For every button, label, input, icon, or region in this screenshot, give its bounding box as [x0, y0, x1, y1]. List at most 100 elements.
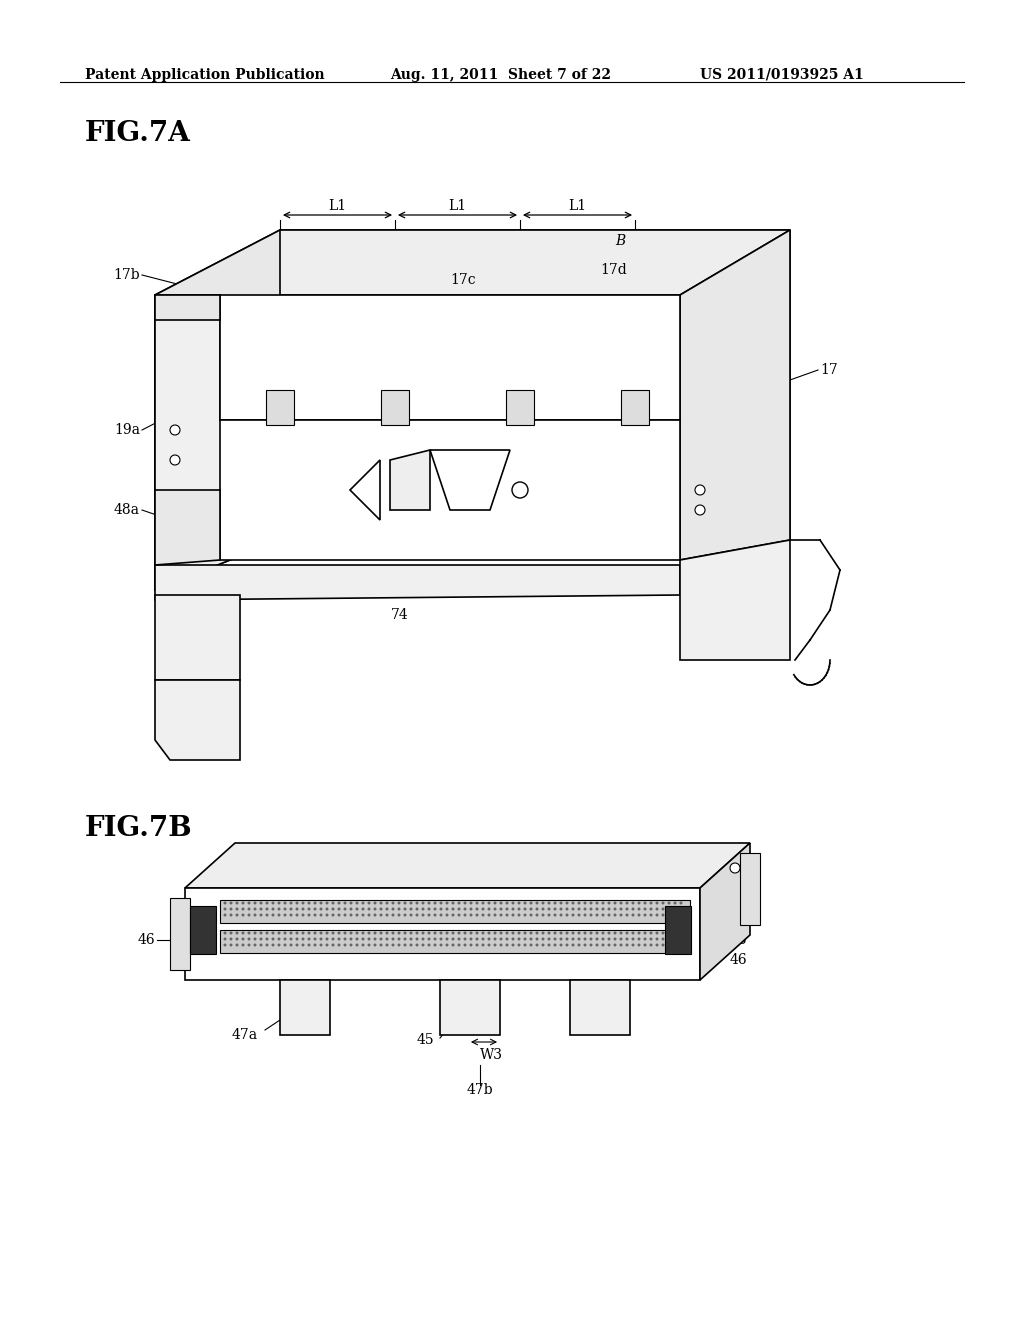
Circle shape	[674, 908, 677, 911]
Circle shape	[506, 937, 509, 940]
Circle shape	[668, 937, 671, 940]
Circle shape	[380, 944, 383, 946]
Polygon shape	[570, 979, 630, 1035]
Circle shape	[578, 932, 581, 935]
Circle shape	[248, 937, 251, 940]
Circle shape	[416, 937, 419, 940]
Text: 17: 17	[820, 363, 838, 378]
Circle shape	[319, 913, 323, 916]
Text: 19b: 19b	[270, 408, 297, 422]
Circle shape	[668, 913, 671, 916]
Circle shape	[284, 902, 287, 904]
Circle shape	[481, 902, 484, 904]
Circle shape	[529, 913, 532, 916]
Circle shape	[326, 932, 329, 935]
Circle shape	[254, 902, 256, 904]
Circle shape	[349, 908, 352, 911]
Circle shape	[613, 913, 616, 916]
Circle shape	[326, 913, 329, 916]
Polygon shape	[220, 931, 690, 953]
Polygon shape	[155, 490, 220, 565]
Circle shape	[248, 908, 251, 911]
Circle shape	[284, 913, 287, 916]
Circle shape	[643, 944, 646, 946]
Circle shape	[565, 944, 568, 946]
Circle shape	[523, 908, 526, 911]
Circle shape	[397, 944, 400, 946]
Polygon shape	[220, 420, 680, 560]
Circle shape	[319, 932, 323, 935]
Circle shape	[410, 913, 413, 916]
Circle shape	[265, 937, 268, 940]
Circle shape	[590, 937, 593, 940]
Text: L1: L1	[328, 199, 346, 213]
Circle shape	[332, 932, 335, 935]
Circle shape	[307, 908, 310, 911]
Circle shape	[338, 913, 341, 916]
Circle shape	[596, 902, 598, 904]
Circle shape	[332, 908, 335, 911]
Polygon shape	[665, 906, 691, 954]
Circle shape	[349, 937, 352, 940]
Circle shape	[529, 932, 532, 935]
Circle shape	[559, 908, 562, 911]
Circle shape	[433, 902, 436, 904]
Circle shape	[326, 937, 329, 940]
Text: L1: L1	[568, 199, 586, 213]
Circle shape	[313, 937, 316, 940]
Circle shape	[649, 932, 652, 935]
Circle shape	[391, 913, 394, 916]
Circle shape	[439, 937, 442, 940]
Circle shape	[223, 913, 226, 916]
Circle shape	[649, 913, 652, 916]
Circle shape	[643, 902, 646, 904]
Text: 19c: 19c	[390, 433, 416, 447]
Polygon shape	[621, 389, 649, 425]
Circle shape	[607, 932, 610, 935]
Circle shape	[313, 932, 316, 935]
Circle shape	[422, 932, 425, 935]
Circle shape	[554, 944, 556, 946]
Circle shape	[403, 913, 407, 916]
Circle shape	[571, 932, 574, 935]
Circle shape	[307, 932, 310, 935]
Circle shape	[529, 902, 532, 904]
Circle shape	[662, 913, 665, 916]
Circle shape	[620, 937, 623, 940]
Circle shape	[559, 902, 562, 904]
Circle shape	[452, 902, 455, 904]
Circle shape	[236, 902, 239, 904]
Polygon shape	[155, 294, 220, 319]
Circle shape	[649, 944, 652, 946]
Circle shape	[607, 937, 610, 940]
Circle shape	[403, 937, 407, 940]
Circle shape	[433, 908, 436, 911]
Circle shape	[223, 937, 226, 940]
Polygon shape	[170, 898, 190, 970]
Circle shape	[554, 937, 556, 940]
Circle shape	[254, 937, 256, 940]
Circle shape	[536, 932, 539, 935]
Circle shape	[469, 908, 472, 911]
Circle shape	[632, 932, 635, 935]
Circle shape	[290, 944, 293, 946]
Circle shape	[601, 932, 604, 935]
Polygon shape	[680, 230, 790, 560]
Circle shape	[565, 908, 568, 911]
Circle shape	[548, 944, 551, 946]
Circle shape	[445, 937, 449, 940]
Text: 46: 46	[730, 953, 748, 968]
Circle shape	[584, 908, 587, 911]
Polygon shape	[430, 450, 510, 510]
Circle shape	[584, 932, 587, 935]
Circle shape	[313, 908, 316, 911]
Circle shape	[242, 913, 245, 916]
Circle shape	[559, 932, 562, 935]
Circle shape	[433, 937, 436, 940]
Circle shape	[427, 913, 430, 916]
Circle shape	[259, 932, 262, 935]
Circle shape	[403, 902, 407, 904]
Circle shape	[668, 944, 671, 946]
Circle shape	[512, 902, 514, 904]
Circle shape	[649, 902, 652, 904]
